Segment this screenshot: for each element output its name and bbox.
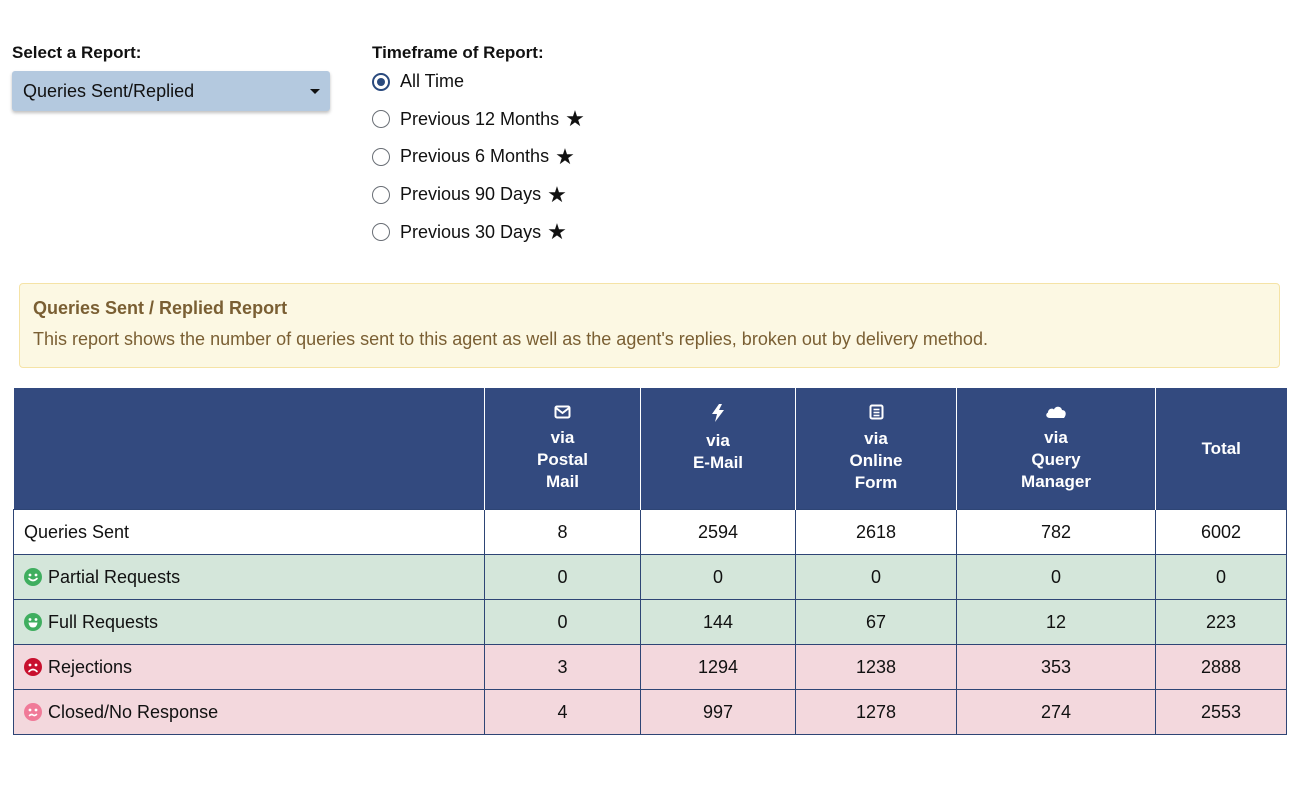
table-cell: 0	[484, 554, 641, 600]
timeframe-option-90-days[interactable]: Previous 90 Days ★	[372, 176, 585, 214]
radio-button[interactable]	[372, 72, 390, 91]
timeframe-group: Timeframe of Report: All Time Previous 1…	[372, 43, 585, 251]
star-icon: ★	[555, 143, 575, 169]
table-cell: 353	[956, 644, 1156, 690]
header-email: via E-Mail	[640, 388, 796, 510]
table-cell: 1238	[795, 644, 957, 690]
meh-icon	[24, 702, 42, 721]
table-cell: 8	[484, 509, 641, 555]
header-query-manager: via Query Manager	[956, 388, 1156, 510]
report-select-label: Select a Report:	[12, 43, 142, 62]
timeframe-option-label: Previous 6 Months	[400, 146, 550, 167]
star-icon: ★	[565, 106, 585, 132]
table-cell: 67	[795, 599, 957, 645]
table-cell: 2594	[640, 509, 796, 555]
header-line: Online	[849, 450, 903, 470]
report-select-value: Queries Sent/Replied	[23, 80, 195, 101]
header-line: via	[1044, 427, 1068, 447]
header-line: Query	[1031, 449, 1081, 469]
header-blank	[13, 388, 485, 510]
table-row-closed-no-response: Closed/No Response 4 997 1278 274 2553	[13, 689, 1287, 735]
table-cell: 997	[640, 689, 796, 735]
header-postal-mail: via Postal Mail	[484, 388, 641, 510]
table-cell: 782	[956, 509, 1156, 555]
table-cell: 4	[484, 689, 641, 735]
timeframe-option-30-days[interactable]: Previous 30 Days ★	[372, 213, 585, 251]
table-cell: 1294	[640, 644, 796, 690]
radio-button[interactable]	[372, 223, 390, 242]
header-line: Postal	[536, 449, 589, 469]
timeframe-label: Timeframe of Report:	[372, 43, 544, 62]
timeframe-option-6-months[interactable]: Previous 6 Months ★	[372, 138, 585, 176]
timeframe-option-12-months[interactable]: Previous 12 Months ★	[372, 101, 585, 139]
table-cell: 0	[640, 554, 796, 600]
header-line: E-Mail	[692, 452, 744, 472]
envelope-icon	[554, 405, 571, 418]
header-line: via	[550, 427, 575, 447]
caret-down-icon	[310, 88, 320, 94]
header-line: Form	[854, 472, 898, 492]
row-label-cell: Full Requests	[13, 599, 485, 645]
row-label-cell: Closed/No Response	[13, 689, 485, 735]
row-label: Partial Requests	[48, 566, 181, 587]
star-icon: ★	[547, 219, 567, 245]
table-cell: 2618	[795, 509, 957, 555]
table-cell: 274	[956, 689, 1156, 735]
table-cell: 223	[1155, 599, 1287, 645]
radio-button[interactable]	[372, 147, 390, 166]
report-table: via Postal Mail via E-Mail via On	[13, 388, 1287, 735]
table-cell: 0	[484, 599, 641, 645]
row-label-cell: Partial Requests	[13, 554, 485, 600]
frown-icon	[24, 657, 42, 676]
row-label: Queries Sent	[13, 509, 485, 555]
radio-button[interactable]	[372, 110, 390, 129]
header-line: Mail	[545, 471, 580, 491]
table-cell: 1278	[795, 689, 957, 735]
report-info-panel: Queries Sent / Replied Report This repor…	[19, 283, 1280, 368]
table-cell: 2888	[1155, 644, 1287, 690]
report-info-title: Queries Sent / Replied Report	[33, 298, 288, 318]
table-cell: 144	[640, 599, 796, 645]
table-cell: 0	[956, 554, 1156, 600]
table-cell: 6002	[1155, 509, 1287, 555]
table-row-full-requests: Full Requests 0 144 67 12 223	[13, 599, 1287, 645]
header-line: Total	[1201, 438, 1241, 458]
timeframe-options: All Time Previous 12 Months ★ Previous 6…	[372, 63, 585, 251]
report-info-text: This report shows the number of queries …	[33, 329, 988, 349]
table-cell: 0	[1155, 554, 1287, 600]
header-online-form: via Online Form	[795, 388, 957, 510]
lightning-icon	[712, 403, 724, 422]
header-line: via	[706, 430, 730, 450]
radio-button[interactable]	[372, 185, 390, 204]
table-cell: 3	[484, 644, 641, 690]
smile-icon	[24, 567, 42, 586]
table-row-partial-requests: Partial Requests 0 0 0 0 0	[13, 554, 1287, 600]
timeframe-option-all-time[interactable]: All Time	[372, 63, 585, 101]
header-total: Total	[1155, 388, 1287, 510]
row-label: Full Requests	[48, 611, 159, 632]
table-cell: 12	[956, 599, 1156, 645]
header-line: Manager	[1021, 471, 1091, 491]
grin-icon	[24, 612, 42, 631]
cloud-icon	[1046, 406, 1066, 418]
table-cell: 0	[795, 554, 957, 600]
timeframe-option-label: All Time	[400, 71, 465, 92]
form-icon	[869, 404, 883, 419]
row-label: Closed/No Response	[48, 701, 219, 722]
table-row-queries-sent: Queries Sent 8 2594 2618 782 6002	[13, 509, 1287, 555]
report-select-dropdown[interactable]: Queries Sent/Replied	[12, 71, 330, 111]
table-cell: 2553	[1155, 689, 1287, 735]
table-row-rejections: Rejections 3 1294 1238 353 2888	[13, 644, 1287, 690]
star-icon: ★	[547, 181, 567, 207]
row-label-cell: Rejections	[13, 644, 485, 690]
header-line: via	[864, 428, 888, 448]
row-label: Rejections	[48, 656, 133, 677]
timeframe-option-label: Previous 12 Months	[400, 108, 560, 129]
table-header-row: via Postal Mail via E-Mail via On	[13, 388, 1287, 510]
report-select-group: Select a Report: Queries Sent/Replied	[12, 43, 330, 111]
timeframe-option-label: Previous 30 Days	[400, 221, 542, 242]
timeframe-option-label: Previous 90 Days	[400, 184, 542, 205]
